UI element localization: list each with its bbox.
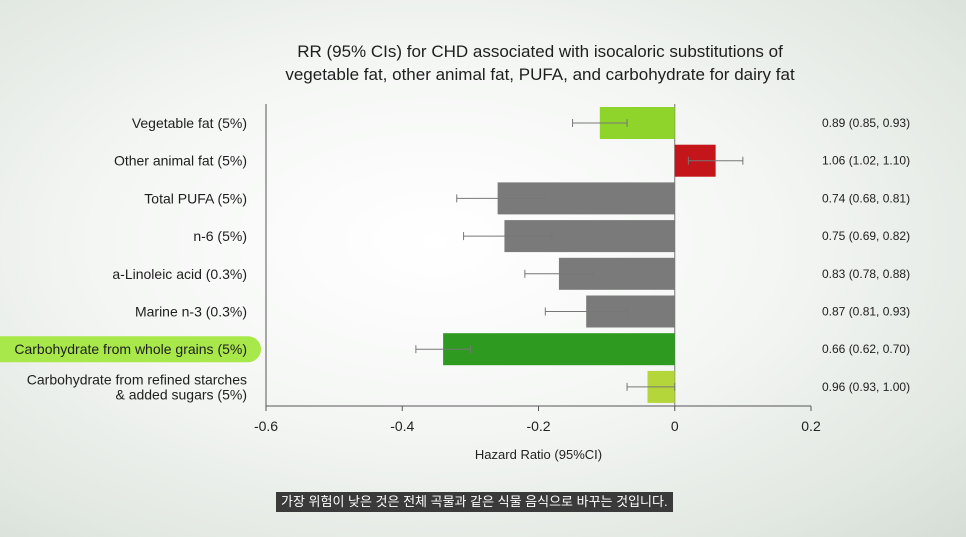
video-subtitle: 가장 위험이 낮은 것은 전체 곡물과 같은 식물 음식으로 바꾸는 것입니다. (276, 492, 673, 512)
ratio-annotation: 0.75 (0.69, 0.82) (822, 229, 910, 243)
x-tick-label: 0 (671, 418, 679, 434)
x-axis-label: Hazard Ratio (95%CI) (475, 447, 602, 462)
category-label: Vegetable fat (5%) (132, 115, 247, 131)
chart-title-line-2: vegetable fat, other animal fat, PUFA, a… (285, 65, 795, 84)
x-tick-label: -0.6 (254, 418, 278, 434)
x-tick-label: -0.4 (390, 418, 414, 434)
x-tick-label: 0.2 (801, 418, 821, 434)
chart-title: RR (95% CIs) for CHD associated with iso… (200, 40, 880, 86)
ratio-annotation: 0.87 (0.81, 0.93) (822, 305, 910, 319)
category-label: & added sugars (5%) (115, 386, 247, 402)
x-tick-label: -0.2 (526, 418, 550, 434)
ratio-annotation: 0.83 (0.78, 0.88) (822, 267, 910, 281)
ratio-annotation: 0.74 (0.68, 0.81) (822, 191, 910, 205)
ratio-annotation: 0.96 (0.93, 1.00) (822, 380, 910, 394)
category-label: n-6 (5%) (193, 228, 247, 244)
chart-title-line-1: RR (95% CIs) for CHD associated with iso… (297, 42, 783, 61)
category-label: Marine n-3 (0.3%) (135, 304, 247, 320)
category-label: Other animal fat (5%) (114, 153, 247, 169)
ratio-annotation: 0.66 (0.62, 0.70) (822, 342, 910, 356)
ratio-annotation: 1.06 (1.02, 1.10) (822, 154, 910, 168)
bar (443, 333, 675, 366)
category-label: Carbohydrate from refined starches (27, 371, 247, 387)
category-label: Carbohydrate from whole grains (5%) (14, 341, 247, 357)
ratio-annotation: 0.89 (0.85, 0.93) (822, 116, 910, 130)
category-label: a-Linoleic acid (0.3%) (112, 266, 247, 282)
category-label-highlight (0, 336, 261, 363)
category-label: Total PUFA (5%) (144, 190, 247, 206)
